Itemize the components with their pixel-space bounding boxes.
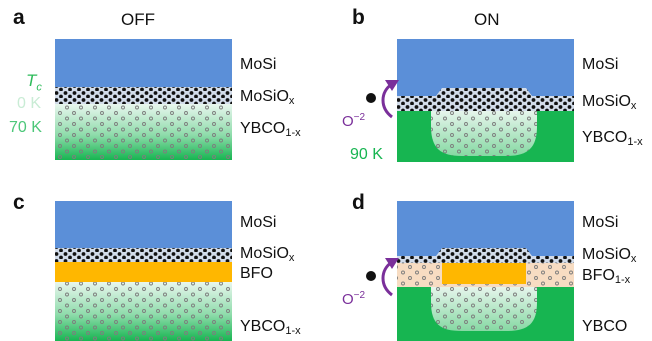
mosi-label: MoSi xyxy=(240,56,277,73)
mosiox-label: MoSiOx xyxy=(582,93,637,112)
mosi-layer xyxy=(55,39,232,87)
oxygen-ion-label: O−2 xyxy=(342,112,366,130)
tc-legend-title: Tc xyxy=(26,71,42,94)
panel-d-stack xyxy=(366,201,574,341)
panel-a-title: OFF xyxy=(121,10,155,29)
oxygen-vacancy-pattern xyxy=(55,104,232,160)
mosiox-label: MoSiOx xyxy=(240,88,295,107)
oxygen-arrow xyxy=(381,260,393,297)
ybco-label: YBCO1-x xyxy=(240,120,301,139)
mosi-label: MoSi xyxy=(582,214,619,231)
panel-b-letter: b xyxy=(352,6,365,29)
oxygen-ion-dot xyxy=(366,93,376,103)
oxygen-arrow-head xyxy=(385,80,399,91)
panel-b-title: ON xyxy=(474,10,500,29)
panel-a-letter: a xyxy=(13,6,25,29)
panel-b-stack xyxy=(366,39,574,162)
mosi-label: MoSi xyxy=(240,214,277,231)
oxygen-vacancy-pattern xyxy=(431,111,537,156)
mosi-layer xyxy=(55,201,232,248)
mosiox-label: MoSiOx xyxy=(582,246,637,265)
oxygen-ion-label: O−2 xyxy=(342,290,366,308)
mosiox-layer xyxy=(55,87,232,104)
panel-c-stack xyxy=(55,201,232,341)
tc-legend-high: 70 K xyxy=(9,119,42,136)
panel-c-letter: c xyxy=(13,191,25,214)
mosiox-label: MoSiOx xyxy=(240,245,295,264)
ybco-label: YBCO xyxy=(582,318,628,335)
ybco-label: YBCO1-x xyxy=(240,318,301,337)
oxygen-arrow xyxy=(381,82,393,119)
panel-a-stack xyxy=(55,39,232,160)
panel-d-letter: d xyxy=(352,191,365,214)
bfo-label: BFO xyxy=(240,265,273,282)
mosi-label: MoSi xyxy=(582,56,619,73)
bfo-layer xyxy=(442,263,526,284)
oxygen-vacancy-pattern xyxy=(431,287,537,331)
mosiox-layer xyxy=(55,248,232,262)
mosiox-layer xyxy=(397,248,574,263)
oxygen-ion-dot xyxy=(366,271,376,281)
bfo-depleted-label: BFO1-x xyxy=(582,267,631,286)
oxygen-arrow-head xyxy=(385,258,399,269)
ybco-label: YBCO1-x xyxy=(582,129,643,148)
bfo-layer xyxy=(55,262,232,282)
tc-on-value: 90 K xyxy=(350,146,383,163)
oxygen-vacancy-pattern xyxy=(55,282,232,341)
tc-legend-low: 0 K xyxy=(17,95,42,112)
mosiox-layer xyxy=(397,88,574,111)
